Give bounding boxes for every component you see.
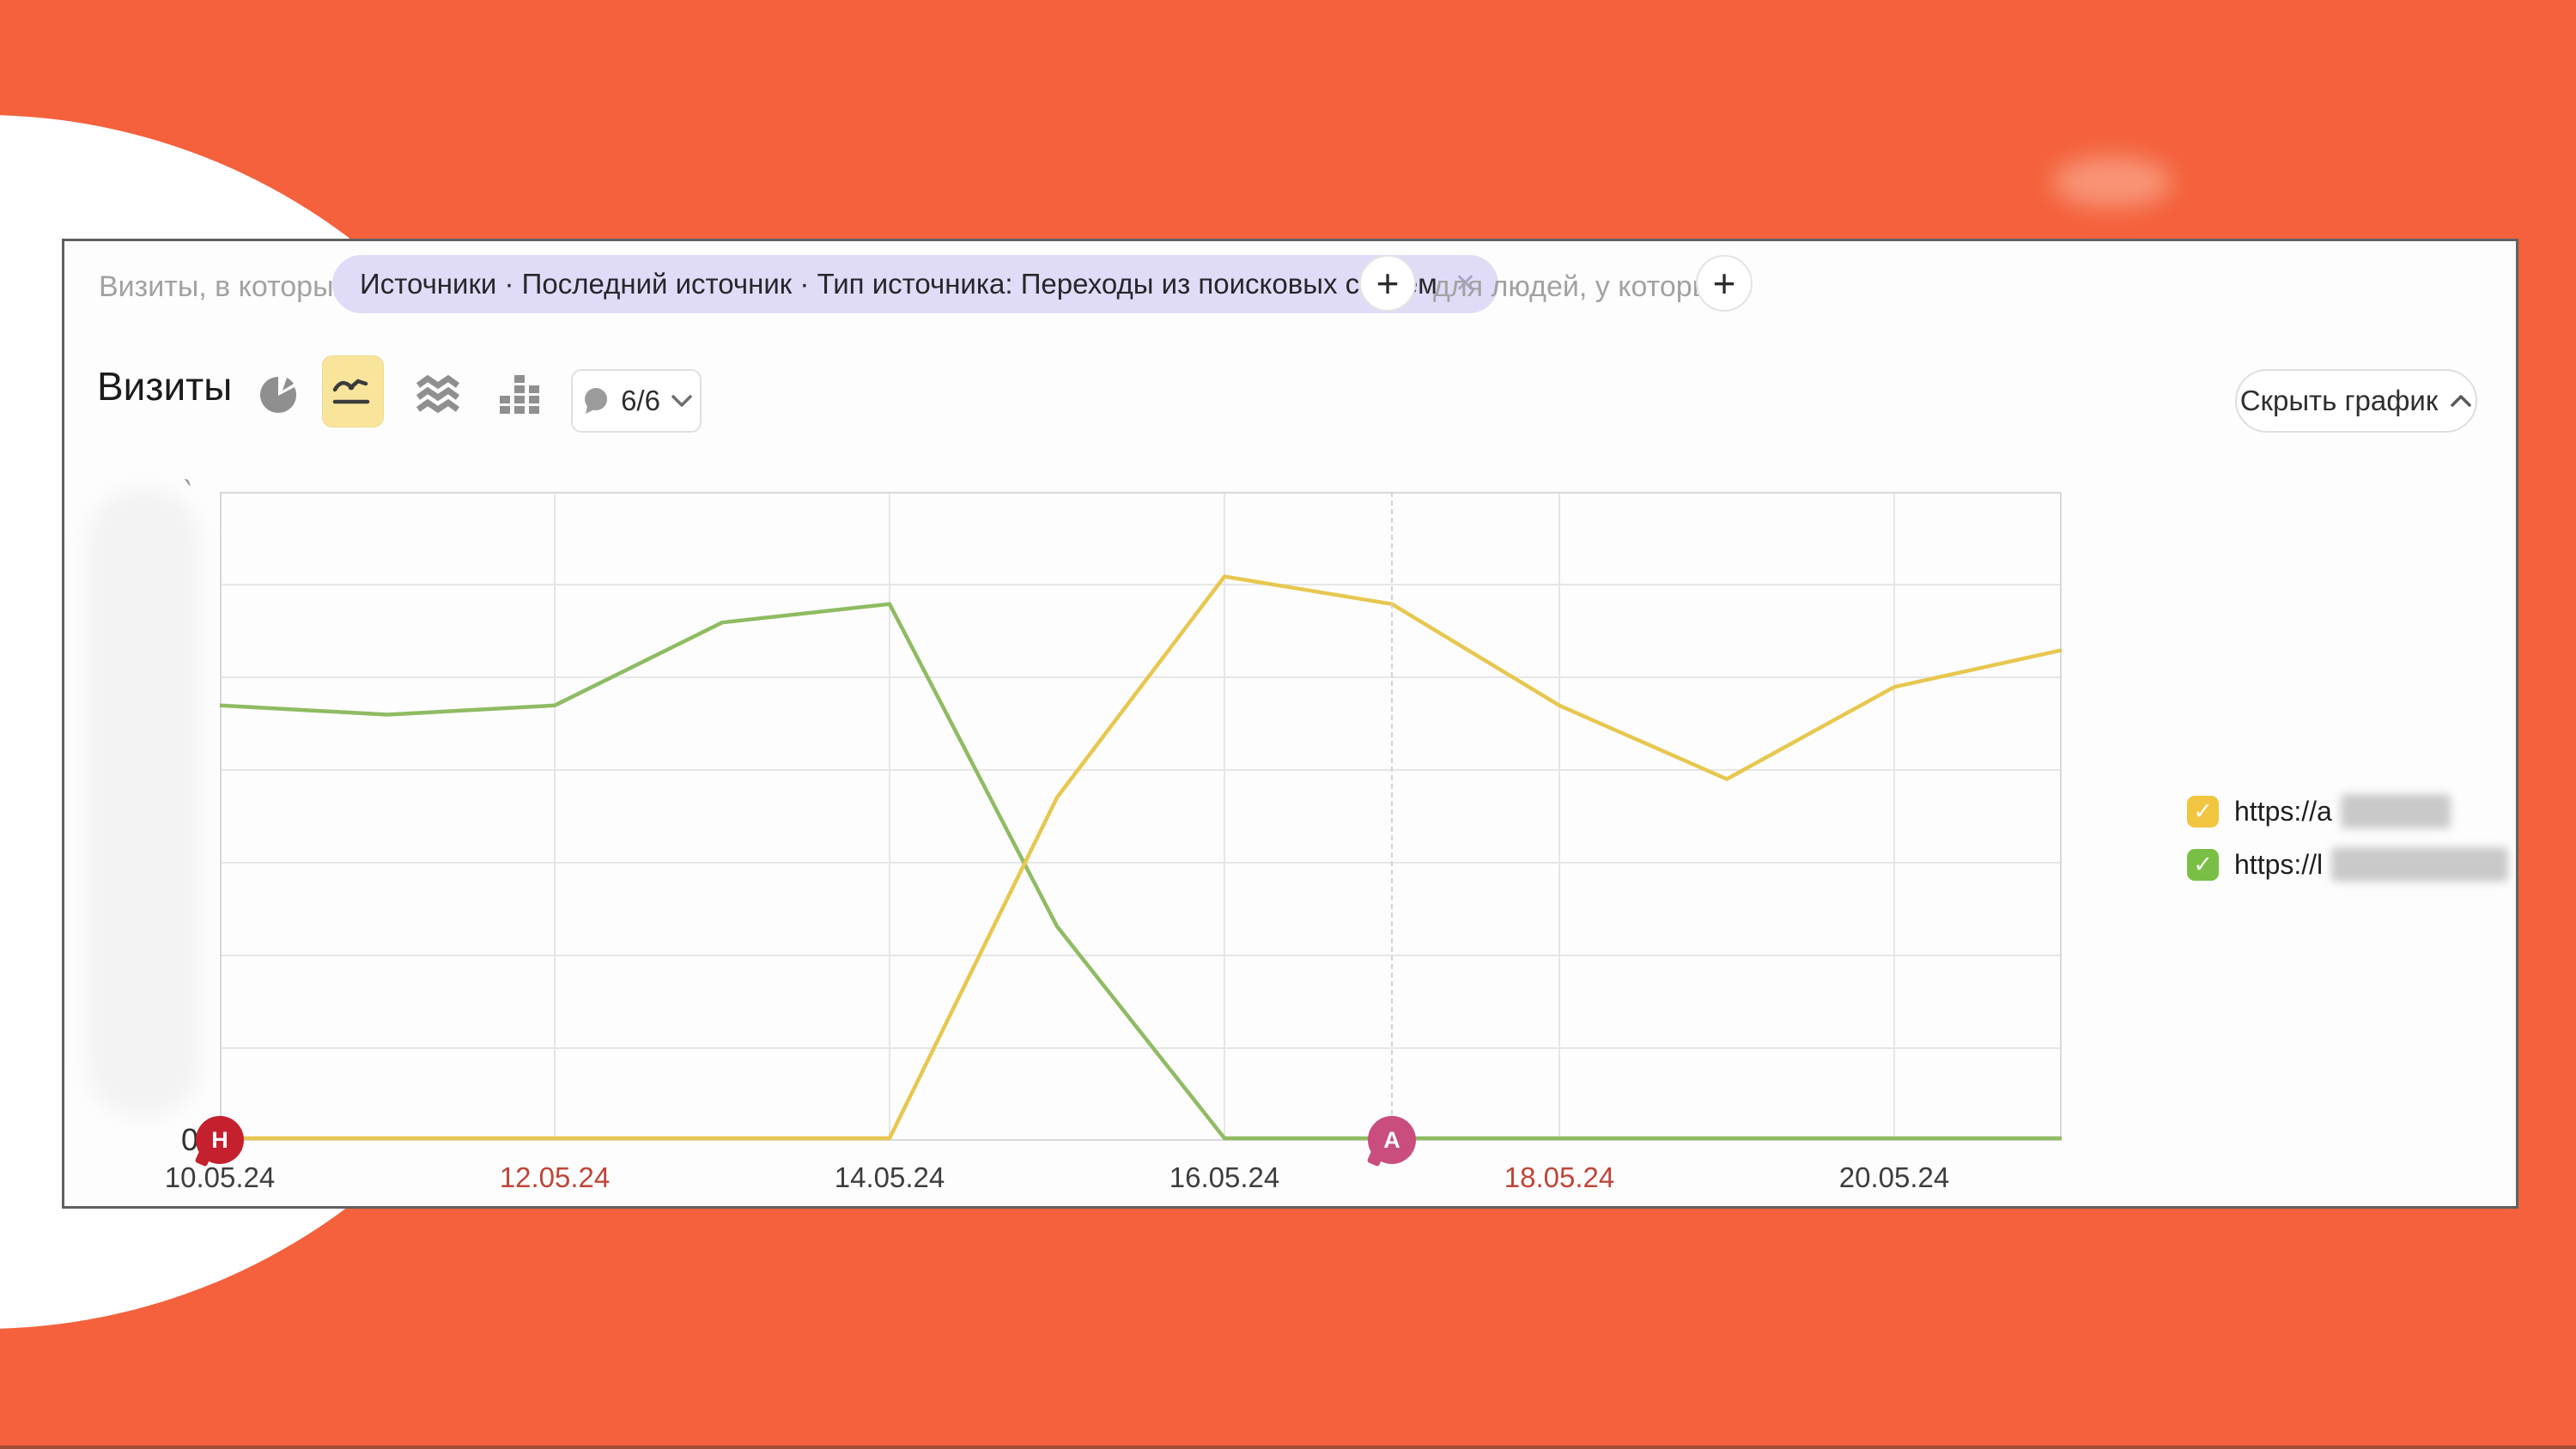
redacted-url-blur: [2331, 847, 2509, 882]
line-chart-plot: Н А: [196, 492, 2063, 1164]
legend-item-green[interactable]: ✓ https://l: [2187, 847, 2509, 882]
redacted-url-blur: [2340, 794, 2451, 828]
line-chart-icon: [332, 379, 370, 404]
add-visit-condition-button[interactable]: +: [1359, 255, 1416, 312]
x-tick-label: 20.05.24: [1838, 1161, 1950, 1193]
metrica-chart-card: Визиты, в которых Источники · Последний …: [62, 239, 2518, 1209]
plot-border: [220, 492, 2062, 1141]
plus-icon: +: [1712, 261, 1736, 306]
legend-checkbox-checked[interactable]: ✓: [2187, 848, 2219, 881]
series-line: [220, 574, 2063, 1141]
pie-chart-icon: [260, 377, 297, 413]
add-people-condition-button[interactable]: +: [1696, 255, 1753, 312]
legend-label: https://l: [2234, 848, 2324, 880]
chart-type-pie-button[interactable]: [258, 374, 300, 415]
columns-chart-icon: [500, 375, 539, 414]
legend-checkbox-checked[interactable]: ✓: [2187, 795, 2219, 828]
screenshot-bottom-edge: [0, 1446, 2576, 1449]
annotation-letter: А: [1383, 1126, 1400, 1153]
series-lines: [219, 574, 2063, 1141]
legend-label: https://a: [2234, 795, 2332, 827]
metric-title: Визиты: [97, 364, 233, 409]
chevron-down-icon: [671, 395, 692, 407]
legend-item-yellow[interactable]: ✓ https://a: [2187, 794, 2451, 828]
background-smudge: [2052, 156, 2172, 208]
grid-lines: [220, 492, 2062, 1141]
annotation-marker-a[interactable]: А: [1368, 1116, 1416, 1164]
plus-icon: +: [1376, 261, 1400, 306]
chart-type-stacked-area-button[interactable]: [413, 375, 463, 416]
blurred-y-axis-labels: [87, 488, 200, 1117]
x-tick-label: 18.05.24: [1504, 1161, 1615, 1193]
chart-type-line-button-selected[interactable]: [322, 355, 384, 427]
chart-canvas: [219, 492, 2063, 1141]
hide-chart-label: Скрыть график: [2239, 385, 2439, 416]
filter-chip-source-type[interactable]: Источники · Последний источник · Тип ист…: [332, 255, 1498, 313]
x-tick-label: 14.05.24: [834, 1161, 945, 1193]
annotations-count: 6/6: [621, 385, 660, 416]
x-tick-label: 10.05.24: [164, 1161, 276, 1193]
chevron-up-icon: [2451, 395, 2472, 407]
stray-cursor-mark: `: [174, 474, 196, 513]
comment-bubble-icon: [585, 388, 608, 414]
annotations-dropdown-button[interactable]: 6/6: [571, 369, 702, 433]
annotation-dashed-line: [1391, 492, 1393, 1141]
segment-label-visits: Визиты, в которых: [99, 270, 349, 303]
chart-type-columns-button[interactable]: [495, 373, 544, 416]
y-axis-zero-label: 0: [180, 1122, 198, 1157]
segment-label-people: для людей, у которых: [1433, 270, 1728, 303]
x-tick-label: 12.05.24: [499, 1161, 611, 1193]
annotation-marker-h[interactable]: Н: [196, 1116, 244, 1164]
series-line: [219, 602, 2062, 1141]
filter-chip-text: Источники · Последний источник · Тип ист…: [360, 268, 1437, 300]
hide-chart-button[interactable]: Скрыть график: [2235, 369, 2477, 433]
annotation-letter: Н: [211, 1126, 228, 1153]
filter-chip-remove-icon[interactable]: ✕: [1454, 270, 1476, 298]
x-tick-label: 16.05.24: [1169, 1161, 1280, 1193]
stacked-area-icon: [416, 375, 460, 414]
